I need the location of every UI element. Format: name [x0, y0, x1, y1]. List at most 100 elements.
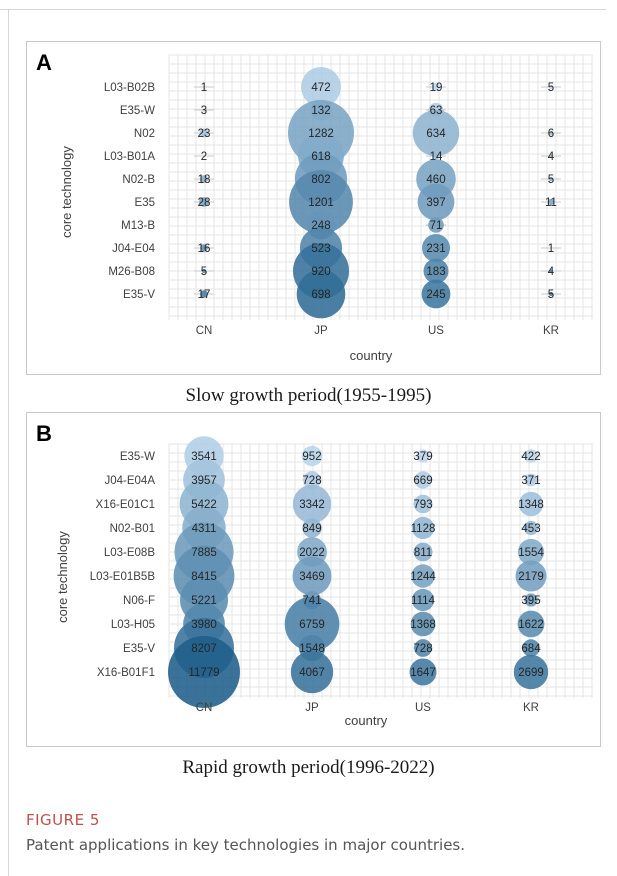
y-axis-title: core technology [59, 146, 74, 238]
y-tick-label: J04-E04 [112, 243, 155, 255]
bubble-US-E35-V [421, 279, 451, 309]
data-label: 523 [311, 243, 330, 255]
y-tick-label: N06-F [123, 595, 155, 607]
bubble-JP-L03-H05 [284, 596, 340, 652]
data-label: 684 [521, 643, 541, 655]
data-label: 5422 [191, 499, 217, 511]
y-tick-label: N02-B01 [110, 523, 155, 535]
bubble-JP-L03-E01B5B [292, 556, 332, 596]
data-label: 3342 [299, 499, 325, 511]
figure-label: FIGURE 5 [26, 811, 100, 829]
bubble-KR-L03-H05 [517, 610, 545, 638]
bubble-KR-N02 [548, 130, 554, 136]
data-label: 6 [548, 128, 554, 140]
data-label: 28 [198, 197, 211, 209]
x-axis-title: country [350, 348, 393, 363]
data-label: 371 [521, 475, 540, 487]
x-tick-label: US [428, 325, 444, 337]
y-tick-label: E35-V [123, 643, 155, 655]
data-label: 811 [414, 547, 432, 559]
data-label: 1201 [308, 197, 334, 209]
bubble-US-E35-V [414, 639, 432, 657]
y-tick-label: L03-E01B5B [90, 571, 156, 583]
y-tick-label: E35-W [120, 451, 155, 463]
data-label: 11779 [188, 667, 219, 679]
y-tick-label: N02 [134, 128, 155, 140]
bubble-US-J04-E04 [422, 234, 450, 262]
data-label: 669 [413, 475, 432, 487]
data-label: 5 [201, 266, 207, 278]
bubble-CN-N02 [199, 128, 209, 138]
left-rule [8, 9, 9, 876]
data-label: 728 [302, 475, 321, 487]
data-label: 634 [426, 128, 446, 140]
bubble-KR-E35-V [548, 291, 554, 297]
data-label: 472 [311, 82, 330, 94]
data-label: 2022 [299, 547, 325, 559]
bubble-US-L03-B01A [432, 152, 440, 160]
bubble-KR-M26-B08 [549, 269, 553, 273]
data-labels: 3541 952 379 422 3957 728 669 371 5422 3342 793 134… [188, 451, 544, 679]
y-tick-label: M13-B [121, 220, 155, 232]
bubble-US-X16-B01F1 [409, 658, 437, 686]
data-label: 460 [426, 174, 445, 186]
y-tick-label: L03-E08B [104, 547, 155, 559]
data-label: 453 [521, 523, 540, 535]
data-label: 17 [198, 289, 211, 301]
data-label: 4 [548, 151, 555, 163]
data-label: 1244 [410, 571, 436, 583]
bubble-CN-X16-B01F1 [168, 636, 240, 708]
bubble-US-E35-W [416, 449, 430, 463]
bubble-US-N06-F [411, 588, 435, 612]
bubble-KR-E35 [547, 198, 555, 206]
x-tick-label: JP [314, 325, 328, 337]
bubbles [168, 436, 549, 708]
chart-panel-a: A 1 472 19 5 3 132 63 23 1282 634 6 2 618 14 4 18 802 460 5… [26, 41, 601, 375]
x-tick-label: CN [196, 325, 213, 337]
bubble-KR-X16-E01C1 [518, 491, 544, 517]
bubble-KR-X16-B01F1 [513, 654, 549, 690]
bubble-JP-X16-E01C1 [292, 484, 332, 524]
bubble-US-X16-E01C1 [413, 494, 433, 514]
y-tick-label: N02-B [122, 174, 155, 186]
bubble-JP-L03-B02B [301, 67, 341, 107]
data-label: 849 [302, 523, 321, 535]
data-label: 71 [430, 220, 443, 232]
bubble-CN-N02-B [200, 175, 208, 183]
bubble-US-L03-E08B [413, 542, 433, 562]
bubble-US-M26-B08 [423, 258, 449, 284]
bubble-US-N02 [412, 109, 460, 157]
data-label: 741 [302, 595, 321, 607]
bubble-KR-L03-B01A [549, 154, 553, 158]
bubble-US-N02-B01 [411, 516, 435, 540]
bubble-chart-b: B 3541 952 379 422 3957 728 669 371 5422 3342 793 13… [27, 413, 600, 746]
x-tick-label: CN [196, 702, 213, 714]
y-tick-label: L03-H05 [111, 619, 155, 631]
caption-slow-growth: Slow growth period(1955-1995) [185, 385, 432, 406]
data-label: 618 [311, 151, 330, 163]
data-label: 18 [198, 174, 211, 186]
bubble-US-L03-H05 [410, 611, 436, 637]
data-label: 5221 [191, 595, 217, 607]
bubble-US-M13-B [428, 217, 444, 233]
data-label: 8415 [191, 571, 217, 583]
bubble-CN-E35 [199, 197, 209, 207]
bubble-KR-E35-W [524, 449, 538, 463]
chart-panel-b: B 3541 952 379 422 3957 728 669 371 5422 3342 793 13… [26, 412, 601, 747]
bubble-US-L03-E01B5B [411, 564, 435, 588]
bubble-US-L03-B02B [432, 83, 440, 91]
y-tick-label: J04-E04A [104, 475, 155, 487]
y-tick-label: L03-B01A [104, 151, 155, 163]
data-label: 2179 [518, 571, 544, 583]
y-axis-title: core technology [55, 531, 70, 623]
data-label: 395 [521, 595, 540, 607]
data-label: 3469 [299, 571, 325, 583]
data-label: 5 [548, 289, 554, 301]
y-tick-label: M26-B08 [108, 266, 155, 278]
data-label: 2699 [518, 667, 544, 679]
data-label: 1128 [411, 523, 436, 535]
y-tick-label: E35-W [120, 105, 155, 117]
bubble-US-J04-E04A [414, 471, 432, 489]
